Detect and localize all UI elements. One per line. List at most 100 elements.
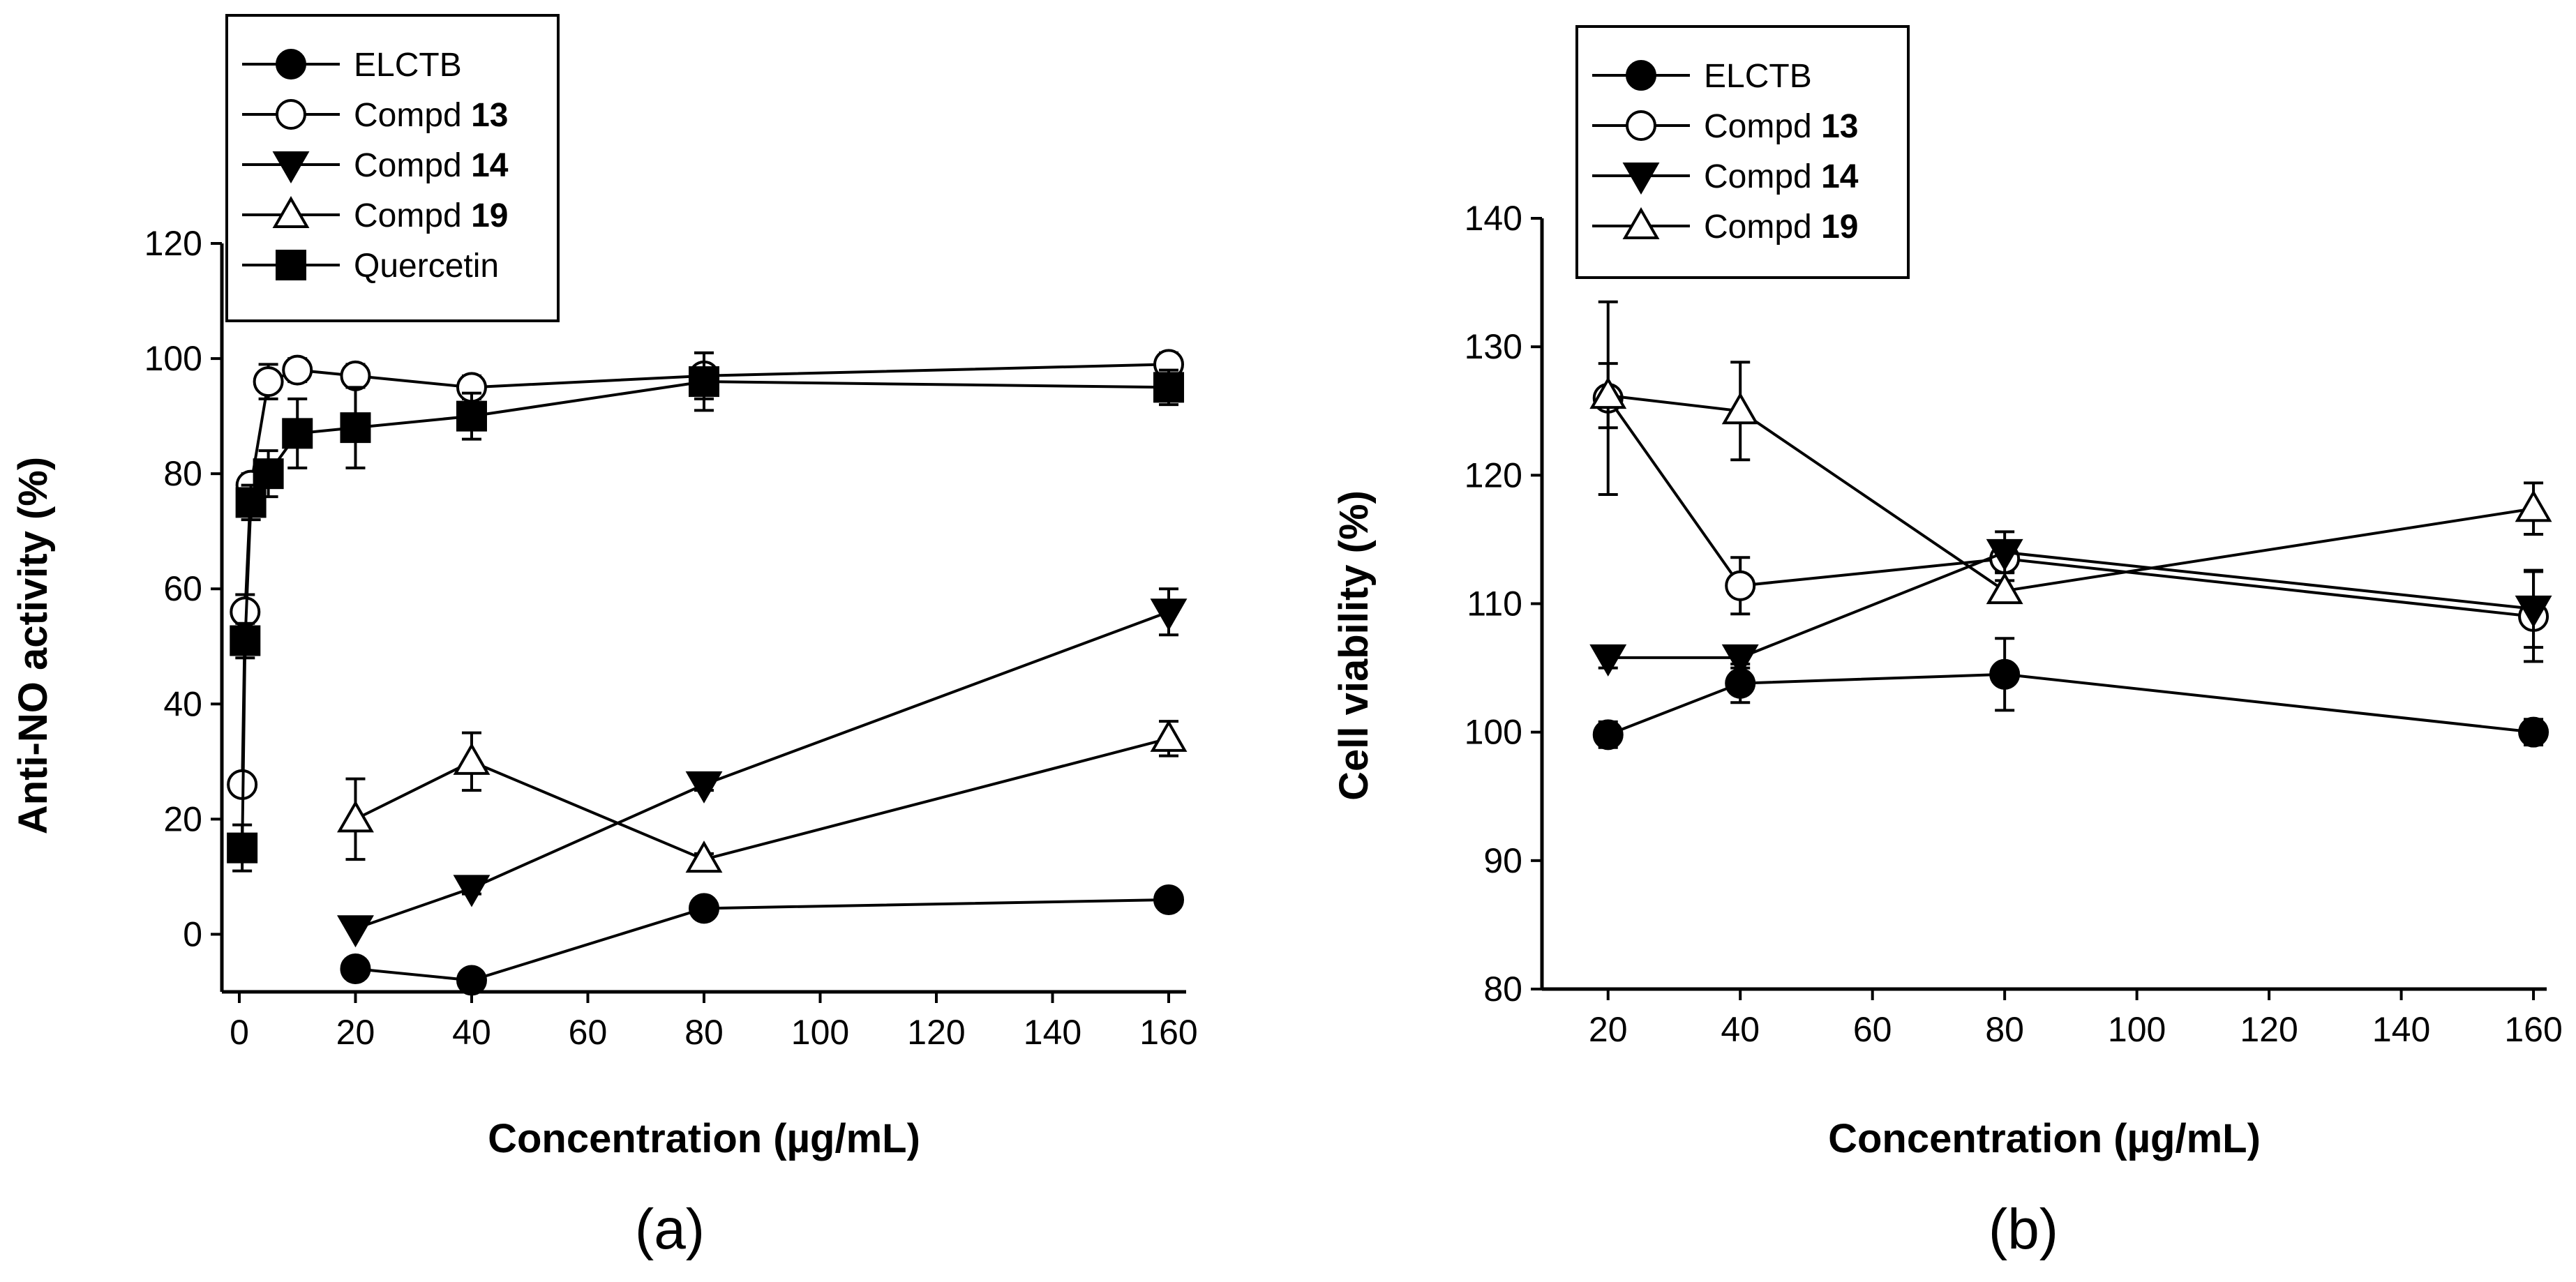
data-point bbox=[253, 366, 284, 398]
data-point bbox=[1153, 884, 1185, 915]
legend-label: ELCTB bbox=[1704, 58, 1812, 95]
data-point bbox=[453, 875, 491, 907]
series-line bbox=[354, 737, 1169, 861]
y-tick-label: 0 bbox=[183, 914, 202, 953]
legend-marker bbox=[276, 49, 306, 80]
y-tick-label: 40 bbox=[163, 684, 202, 723]
data-point bbox=[227, 832, 258, 864]
data-point bbox=[2515, 595, 2552, 628]
legend-item-compd-14: Compd 14 bbox=[242, 147, 509, 184]
series-line bbox=[241, 363, 1169, 785]
series-line bbox=[1608, 672, 2534, 737]
data-point bbox=[685, 771, 723, 804]
legend: ELCTB Compd 13 Compd 14 Compd 19 Quercetin bbox=[225, 14, 560, 322]
x-tick-label: 120 bbox=[907, 1013, 965, 1052]
data-point bbox=[340, 360, 371, 391]
data-point bbox=[235, 487, 267, 518]
series-compd-14 bbox=[1589, 530, 2552, 677]
legend-marker bbox=[272, 151, 310, 184]
y-tick-label: 100 bbox=[1465, 713, 1522, 752]
y-axis-title: Anti-NO activity (%) bbox=[10, 457, 56, 834]
series-compd-13 bbox=[227, 349, 1185, 800]
series-line bbox=[1607, 397, 2534, 618]
y-tick-label: 60 bbox=[163, 569, 202, 608]
data-point bbox=[1725, 570, 1756, 601]
legend-label: Quercetin bbox=[354, 248, 499, 285]
y-tick-label: 80 bbox=[163, 454, 202, 493]
data-point bbox=[230, 625, 261, 656]
legend-label: Compd 13 bbox=[1704, 108, 1858, 145]
data-point bbox=[685, 840, 723, 873]
legend-item-compd-14: Compd 14 bbox=[1592, 158, 1859, 195]
legend-marker bbox=[276, 99, 306, 130]
legend-label: Compd 14 bbox=[1704, 158, 1859, 195]
x-tick-label: 120 bbox=[2240, 1010, 2298, 1049]
legend-label: Compd 19 bbox=[1704, 209, 1858, 246]
legend-item-quercetin: Quercetin bbox=[242, 248, 499, 285]
x-tick-label: 100 bbox=[791, 1013, 849, 1052]
series-line bbox=[1608, 550, 2534, 659]
x-tick-label: 60 bbox=[569, 1013, 608, 1052]
y-axis-title: Cell viability (%) bbox=[1331, 490, 1377, 801]
legend-item-compd-19: Compd 19 bbox=[242, 195, 508, 234]
x-tick-label: 160 bbox=[2504, 1010, 2562, 1049]
x-axis-title: Concentration (µg/mL) bbox=[488, 1116, 920, 1161]
legend-item-compd-13: Compd 13 bbox=[242, 97, 508, 134]
data-point bbox=[2515, 490, 2552, 522]
data-point bbox=[1592, 719, 1624, 751]
legend-item-elctb: ELCTB bbox=[1592, 58, 1812, 95]
data-point bbox=[1986, 538, 2023, 571]
data-point bbox=[1986, 572, 2023, 605]
series-compd-19 bbox=[1589, 361, 2552, 605]
x-tick-label: 80 bbox=[684, 1013, 724, 1052]
data-point bbox=[340, 953, 371, 984]
data-point bbox=[453, 742, 491, 775]
y-tick-label: 130 bbox=[1465, 327, 1522, 366]
series-compd-13 bbox=[1592, 300, 2549, 663]
x-tick-label: 40 bbox=[1721, 1010, 1760, 1049]
data-point bbox=[1721, 392, 1759, 425]
legend-marker bbox=[1622, 206, 1660, 239]
x-tick-label: 140 bbox=[1024, 1013, 1081, 1052]
legend-label: Compd 19 bbox=[354, 197, 508, 234]
y-tick-label: 120 bbox=[1465, 455, 1522, 495]
data-point bbox=[456, 400, 487, 432]
series-elctb bbox=[340, 884, 1185, 996]
x-tick-label: 20 bbox=[336, 1013, 375, 1052]
x-tick-label: 60 bbox=[1853, 1010, 1892, 1049]
series-line bbox=[1608, 394, 2534, 593]
legend-marker bbox=[276, 250, 306, 280]
data-point bbox=[1153, 372, 1185, 403]
x-axis-title: Concentration (µg/mL) bbox=[1828, 1116, 2261, 1161]
y-tick-label: 20 bbox=[163, 799, 202, 838]
y-tick-label: 140 bbox=[1465, 199, 1522, 238]
data-point bbox=[689, 366, 719, 398]
data-point bbox=[1150, 598, 1188, 631]
data-point bbox=[282, 418, 313, 449]
y-tick-label: 80 bbox=[1483, 970, 1522, 1009]
chart-panel-a: 0 20 40 60 80 100 120 0 20 40 60 80 100 120 140 160 Conc… bbox=[10, 14, 1198, 1161]
series-compd-19 bbox=[337, 719, 1188, 873]
legend-marker bbox=[1626, 60, 1656, 91]
series-quercetin bbox=[227, 351, 1185, 873]
legend-item-compd-13: Compd 13 bbox=[1592, 108, 1858, 145]
legend-label: ELCTB bbox=[354, 47, 462, 84]
data-point bbox=[340, 412, 371, 444]
data-point bbox=[456, 965, 487, 996]
y-tick-label: 110 bbox=[1467, 585, 1522, 624]
x-tick-label: 80 bbox=[1985, 1010, 2024, 1049]
data-point bbox=[337, 800, 374, 833]
data-point bbox=[253, 458, 284, 490]
chart-panel-b: 80 90 100 110 120 130 140 20 40 60 80 100 120 140 160 C… bbox=[1331, 25, 2563, 1161]
panel-label-a: (a) bbox=[635, 1198, 705, 1261]
x-tick-label: 0 bbox=[230, 1013, 249, 1052]
series-elctb bbox=[1592, 637, 2549, 751]
data-point bbox=[1150, 719, 1188, 752]
data-point bbox=[2518, 716, 2549, 748]
data-point bbox=[689, 893, 719, 924]
panel-label-b: (b) bbox=[1989, 1198, 2058, 1261]
x-tick-label: 40 bbox=[452, 1013, 491, 1052]
data-point bbox=[1721, 644, 1759, 677]
data-point bbox=[1589, 644, 1627, 677]
legend-marker bbox=[272, 195, 310, 228]
